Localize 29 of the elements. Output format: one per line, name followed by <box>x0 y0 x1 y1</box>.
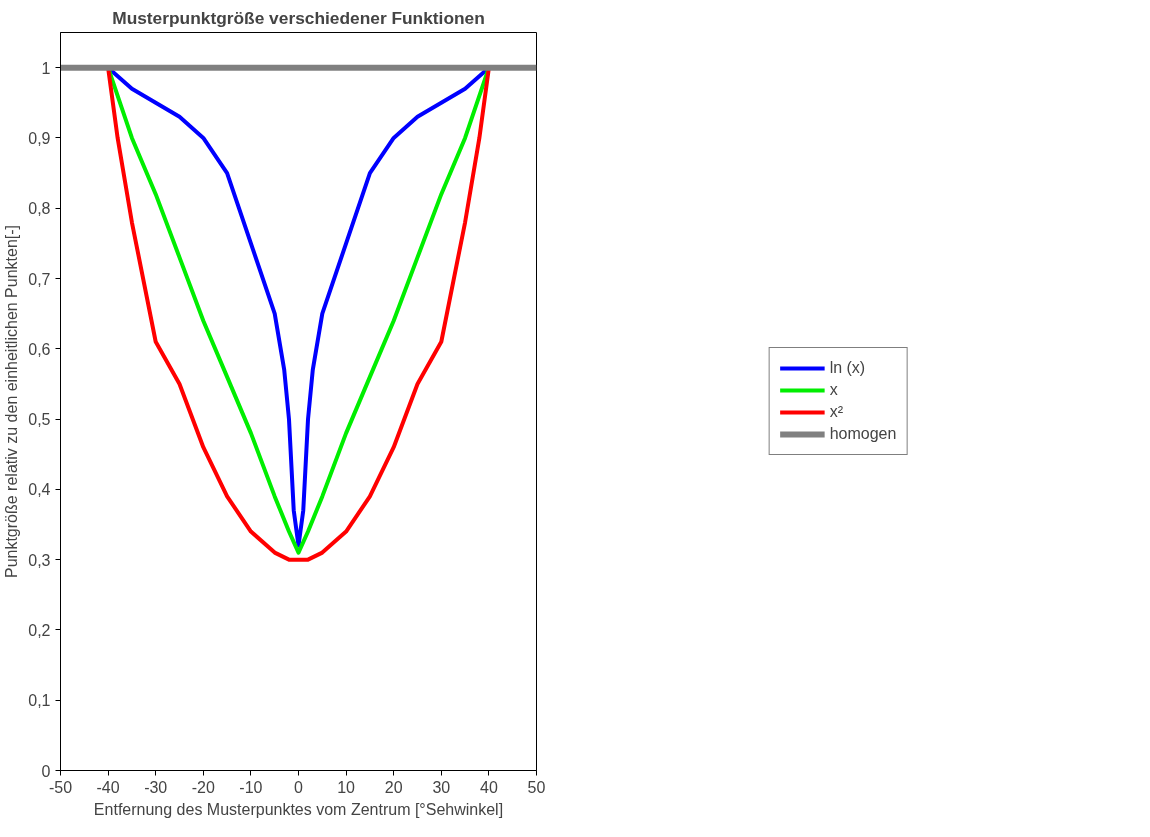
chart-title: Musterpunktgröße verschiedener Funktionen <box>112 7 485 28</box>
legend-label: x <box>829 381 839 399</box>
x-axis-title: Entfernung des Musterpunktes vom Zentrum [°Sehwinkel] <box>93 800 504 818</box>
x-tick-label: -20 <box>191 778 215 796</box>
y-tick-label: 0 <box>41 762 51 780</box>
x-tick-label: 50 <box>527 778 546 796</box>
y-axis-title: Punktgröße relativ zu den einheitlichen Punkten[-] <box>3 224 21 579</box>
x-tick-label: 40 <box>480 778 498 796</box>
x-tick-label: -30 <box>144 778 168 796</box>
y-tick-label: 0,6 <box>28 340 51 358</box>
x-tick-label: 30 <box>432 778 451 796</box>
x-tick-label: 0 <box>294 778 304 796</box>
y-tick-label: 0,8 <box>28 200 51 218</box>
x-tick-label: -50 <box>48 778 73 796</box>
y-tick-label: 0,7 <box>28 270 51 288</box>
legend-label: x² <box>829 403 844 421</box>
y-tick-label: 1 <box>41 59 51 77</box>
y-tick-label: 0,5 <box>28 411 51 429</box>
legend-label: ln (x) <box>829 359 866 377</box>
x-tick-label: 20 <box>384 778 403 796</box>
x-tick-label: -10 <box>239 778 263 796</box>
y-tick-label: 0,3 <box>28 551 51 569</box>
x-tick-label: -40 <box>96 778 120 796</box>
y-tick-label: 0,9 <box>28 129 51 147</box>
x-tick-label: 10 <box>337 778 356 796</box>
y-tick-label: 0,1 <box>28 692 51 710</box>
legend-label: homogen <box>829 425 897 443</box>
y-tick-label: 0,4 <box>28 481 51 499</box>
y-tick-label: 0,2 <box>28 621 51 639</box>
